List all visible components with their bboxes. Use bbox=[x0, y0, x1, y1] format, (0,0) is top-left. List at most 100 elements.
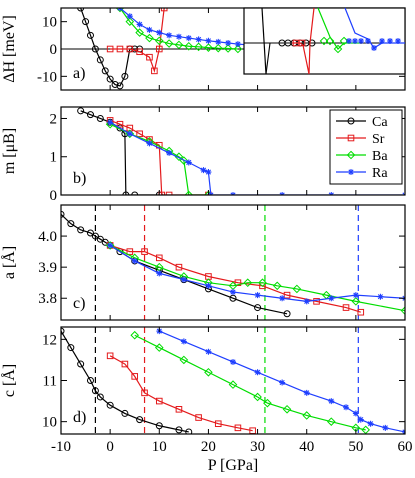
data-point-ca bbox=[254, 304, 262, 312]
data-point-ca bbox=[136, 416, 144, 424]
data-point-ca bbox=[86, 31, 94, 39]
panel-label: b) bbox=[73, 170, 86, 187]
data-point-sr bbox=[342, 304, 350, 311]
data-point-ca bbox=[131, 191, 139, 195]
data-point-ra bbox=[215, 38, 222, 45]
data-point-ba bbox=[135, 28, 144, 37]
legend-label: Ra bbox=[372, 166, 388, 181]
data-point-ba bbox=[125, 17, 135, 26]
series-group bbox=[61, 327, 405, 434]
inset bbox=[243, 7, 406, 75]
series-line-ca bbox=[80, 110, 160, 195]
data-point-sr bbox=[146, 53, 153, 61]
legend-label: Ba bbox=[372, 149, 388, 164]
data-point-ba bbox=[292, 284, 302, 294]
data-point-ba bbox=[164, 39, 174, 48]
data-point-sr bbox=[357, 308, 365, 316]
data-point-ra bbox=[382, 424, 389, 431]
y-axis-label: c [Å] bbox=[0, 364, 18, 397]
series-line-sr bbox=[109, 355, 253, 432]
data-point-sr bbox=[175, 263, 183, 271]
data-point-ba bbox=[154, 343, 164, 352]
data-point-sr bbox=[195, 414, 202, 421]
series-line-sr bbox=[109, 244, 361, 313]
data-point-ra bbox=[230, 289, 236, 296]
inset-point-ba bbox=[319, 36, 329, 46]
data-point-ra bbox=[279, 379, 286, 386]
data-point-ba bbox=[115, 8, 125, 13]
data-point-sr bbox=[234, 424, 242, 432]
data-point-ca bbox=[185, 428, 193, 434]
data-point-ra bbox=[185, 35, 192, 42]
legend-label: Ca bbox=[372, 115, 388, 130]
data-point-sr bbox=[141, 389, 148, 397]
series-line-ra bbox=[109, 121, 405, 195]
inset-line-ra bbox=[344, 7, 405, 49]
y-axis-label: a [Å] bbox=[0, 246, 18, 279]
data-point-ca bbox=[283, 310, 291, 318]
inset-point-ba bbox=[333, 44, 343, 54]
inset-point-ca bbox=[308, 39, 316, 47]
data-point-ra bbox=[225, 39, 232, 46]
x-tick-label: 50 bbox=[348, 439, 363, 455]
data-point-ra bbox=[136, 21, 143, 28]
data-point-ra bbox=[126, 130, 133, 137]
data-point-ra bbox=[377, 293, 384, 300]
data-point-ca bbox=[91, 387, 99, 395]
data-point-ca bbox=[155, 422, 163, 430]
data-point-ba bbox=[174, 152, 184, 162]
data-point-ca bbox=[77, 107, 85, 115]
y-tick-label: 11 bbox=[43, 374, 57, 390]
data-point-ba bbox=[263, 398, 272, 408]
y-tick-label: 3.9 bbox=[38, 260, 57, 276]
x-tick-label: 40 bbox=[299, 439, 314, 455]
inset-point-ra bbox=[379, 38, 385, 44]
data-point-ra bbox=[328, 398, 335, 405]
data-point-ba bbox=[130, 330, 140, 340]
data-point-ba bbox=[145, 33, 154, 43]
y-tick-label: 0 bbox=[50, 42, 58, 58]
data-point-ra bbox=[175, 33, 182, 40]
data-point-ra bbox=[131, 257, 138, 264]
x-tick-label: -10 bbox=[51, 439, 71, 455]
data-point-sr bbox=[283, 291, 291, 299]
series-line-ra bbox=[159, 330, 405, 433]
data-point-ra bbox=[357, 416, 364, 423]
data-point-ca bbox=[121, 409, 129, 417]
data-point-ba bbox=[228, 380, 238, 389]
y-tick-label: 10 bbox=[42, 415, 57, 431]
data-point-ra bbox=[166, 149, 173, 156]
data-point-ra bbox=[126, 13, 133, 20]
panel-2: 0 1 2 m [μB] b) Ca Sr Ba Ra bbox=[1, 106, 406, 204]
data-point-sr bbox=[313, 298, 320, 305]
legend-marker bbox=[347, 117, 355, 125]
data-point-ca bbox=[175, 426, 183, 434]
data-point-ba bbox=[223, 44, 233, 53]
y-tick-label: 12 bbox=[42, 332, 57, 348]
x-tick-label: 60 bbox=[398, 439, 413, 455]
y-axis-label: ΔH [meV] bbox=[1, 15, 18, 83]
inset-line-ca bbox=[261, 7, 267, 75]
data-point-ca bbox=[77, 226, 85, 234]
data-point-sr bbox=[155, 254, 163, 262]
legend-marker bbox=[346, 150, 356, 160]
data-point-ra bbox=[166, 32, 173, 39]
data-point-sr bbox=[155, 397, 163, 405]
inset-point-ba bbox=[339, 36, 349, 46]
data-point-ca bbox=[96, 114, 104, 122]
x-axis-label: P [GPa] bbox=[208, 457, 259, 474]
data-point-ra bbox=[180, 338, 187, 345]
data-point-sr bbox=[151, 67, 158, 75]
data-point-sr bbox=[136, 48, 143, 56]
data-point-ca bbox=[121, 72, 129, 80]
data-point-ba bbox=[174, 40, 184, 50]
legend-marker bbox=[347, 134, 355, 142]
data-point-ra bbox=[352, 410, 359, 417]
y-tick-label: 10 bbox=[42, 15, 57, 31]
data-point-ra bbox=[254, 369, 261, 376]
x-tick-label: 0 bbox=[106, 439, 114, 455]
data-point-ra bbox=[279, 295, 286, 302]
inset-point-sr bbox=[298, 39, 306, 47]
data-point-ca bbox=[61, 327, 65, 335]
data-point-ba bbox=[243, 278, 253, 288]
